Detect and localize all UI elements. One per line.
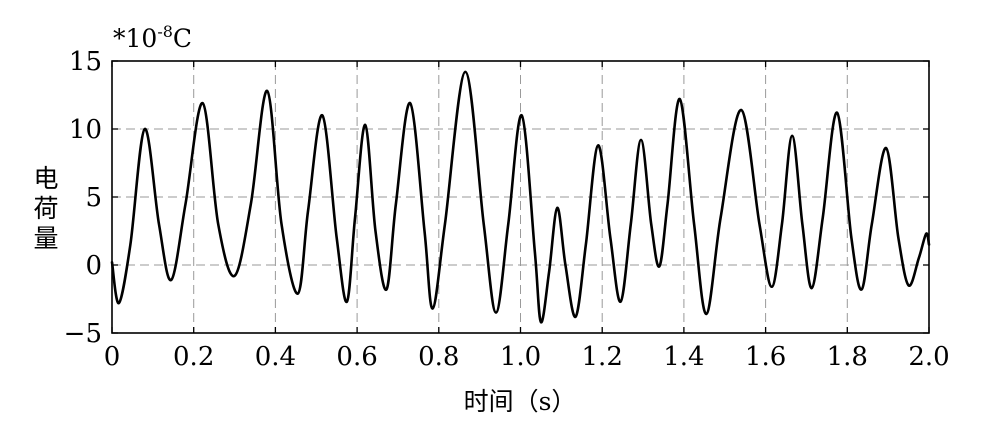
- data-point: [836, 111, 838, 114]
- data-point: [507, 223, 510, 225]
- data-point: [925, 232, 927, 235]
- data-point: [740, 109, 742, 111]
- data-point: [495, 311, 497, 314]
- data-point: [801, 223, 804, 225]
- data-point: [619, 300, 622, 303]
- x-tick-label: 0.2: [173, 342, 214, 372]
- data-point: [629, 223, 632, 225]
- data-point: [464, 71, 467, 73]
- data-point: [184, 203, 187, 205]
- data-point: [385, 288, 388, 291]
- x-tick-label: 0.4: [255, 342, 296, 372]
- data-point: [564, 264, 567, 266]
- x-axis-title: 时间（s）: [464, 387, 577, 416]
- data-point: [860, 288, 863, 291]
- data-point: [335, 237, 338, 239]
- x-tick-label: 1.6: [745, 342, 786, 372]
- data-point: [781, 223, 783, 225]
- data-point: [556, 207, 559, 209]
- data-point: [118, 302, 120, 304]
- data-point: [170, 279, 173, 281]
- data-point: [321, 114, 324, 117]
- data-point: [201, 102, 204, 104]
- data-point: [280, 223, 283, 225]
- data-point: [540, 321, 542, 323]
- x-axis-ticks: 0 0.2 0.4 0.6 0.8 1.0 1.2 1.4 1.6 1.8 2.0: [104, 61, 950, 372]
- y-tick-label: 0: [85, 251, 102, 281]
- data-point: [666, 203, 669, 205]
- data-point: [129, 243, 132, 246]
- data-point: [158, 223, 160, 225]
- x-tick-label: 2.0: [908, 342, 949, 372]
- data-point: [693, 223, 695, 225]
- data-point: [885, 147, 887, 149]
- data-point: [679, 98, 681, 100]
- unit-label: *10-8C: [113, 22, 192, 53]
- x-tick-label: 0: [104, 342, 121, 372]
- data-point: [574, 315, 577, 318]
- data-point: [597, 144, 599, 147]
- data-point: [758, 223, 761, 225]
- data-point: [346, 300, 348, 303]
- data-point: [871, 223, 873, 225]
- data-point: [409, 102, 412, 104]
- data-point: [482, 223, 485, 225]
- data-point: [520, 114, 523, 117]
- y-axis-title: 电荷量: [33, 164, 58, 253]
- y-tick-label: 10: [69, 115, 102, 145]
- data-point: [640, 139, 642, 141]
- data-point: [266, 90, 269, 92]
- data-point: [233, 275, 236, 277]
- x-tick-label: 1.4: [663, 342, 704, 372]
- data-point: [534, 250, 536, 253]
- data-point: [307, 209, 309, 212]
- data-point: [810, 287, 813, 289]
- data-point: [374, 230, 377, 232]
- data-point: [548, 271, 550, 273]
- x-tick-label: 1.8: [827, 342, 868, 372]
- data-point: [850, 237, 853, 239]
- data-point: [143, 128, 146, 130]
- y-tick-label: 15: [69, 47, 102, 77]
- data-point: [444, 223, 446, 225]
- x-tick-label: 1.0: [500, 342, 541, 372]
- data-point: [770, 285, 773, 288]
- data-point: [364, 124, 367, 126]
- data-point: [897, 237, 900, 239]
- y-tick-label: −5: [64, 319, 102, 349]
- data-point: [354, 216, 356, 219]
- grid: [112, 61, 929, 333]
- data-point: [423, 230, 426, 232]
- x-tick-label: 0.6: [336, 342, 377, 372]
- series-layer: [110, 70, 931, 324]
- data-point: [821, 216, 824, 219]
- data-point: [719, 216, 722, 219]
- data-point: [907, 284, 910, 287]
- data-point: [297, 292, 299, 295]
- data-point: [791, 135, 793, 137]
- data-point: [658, 265, 661, 268]
- data-point: [609, 237, 612, 239]
- data-point: [585, 243, 587, 246]
- data-point: [650, 223, 653, 225]
- data-point: [250, 203, 252, 205]
- x-tick-label: 1.2: [582, 342, 623, 372]
- data-point: [217, 223, 220, 225]
- data-point: [111, 261, 113, 264]
- data-point: [917, 257, 920, 260]
- data-point: [395, 203, 397, 205]
- data-point: [928, 243, 930, 246]
- x-tick-label: 0.8: [418, 342, 459, 372]
- y-tick-label: 5: [85, 183, 102, 213]
- data-point: [431, 307, 434, 310]
- y-axis-ticks: −5 0 5 10 15: [64, 47, 929, 349]
- data-point: [705, 313, 708, 315]
